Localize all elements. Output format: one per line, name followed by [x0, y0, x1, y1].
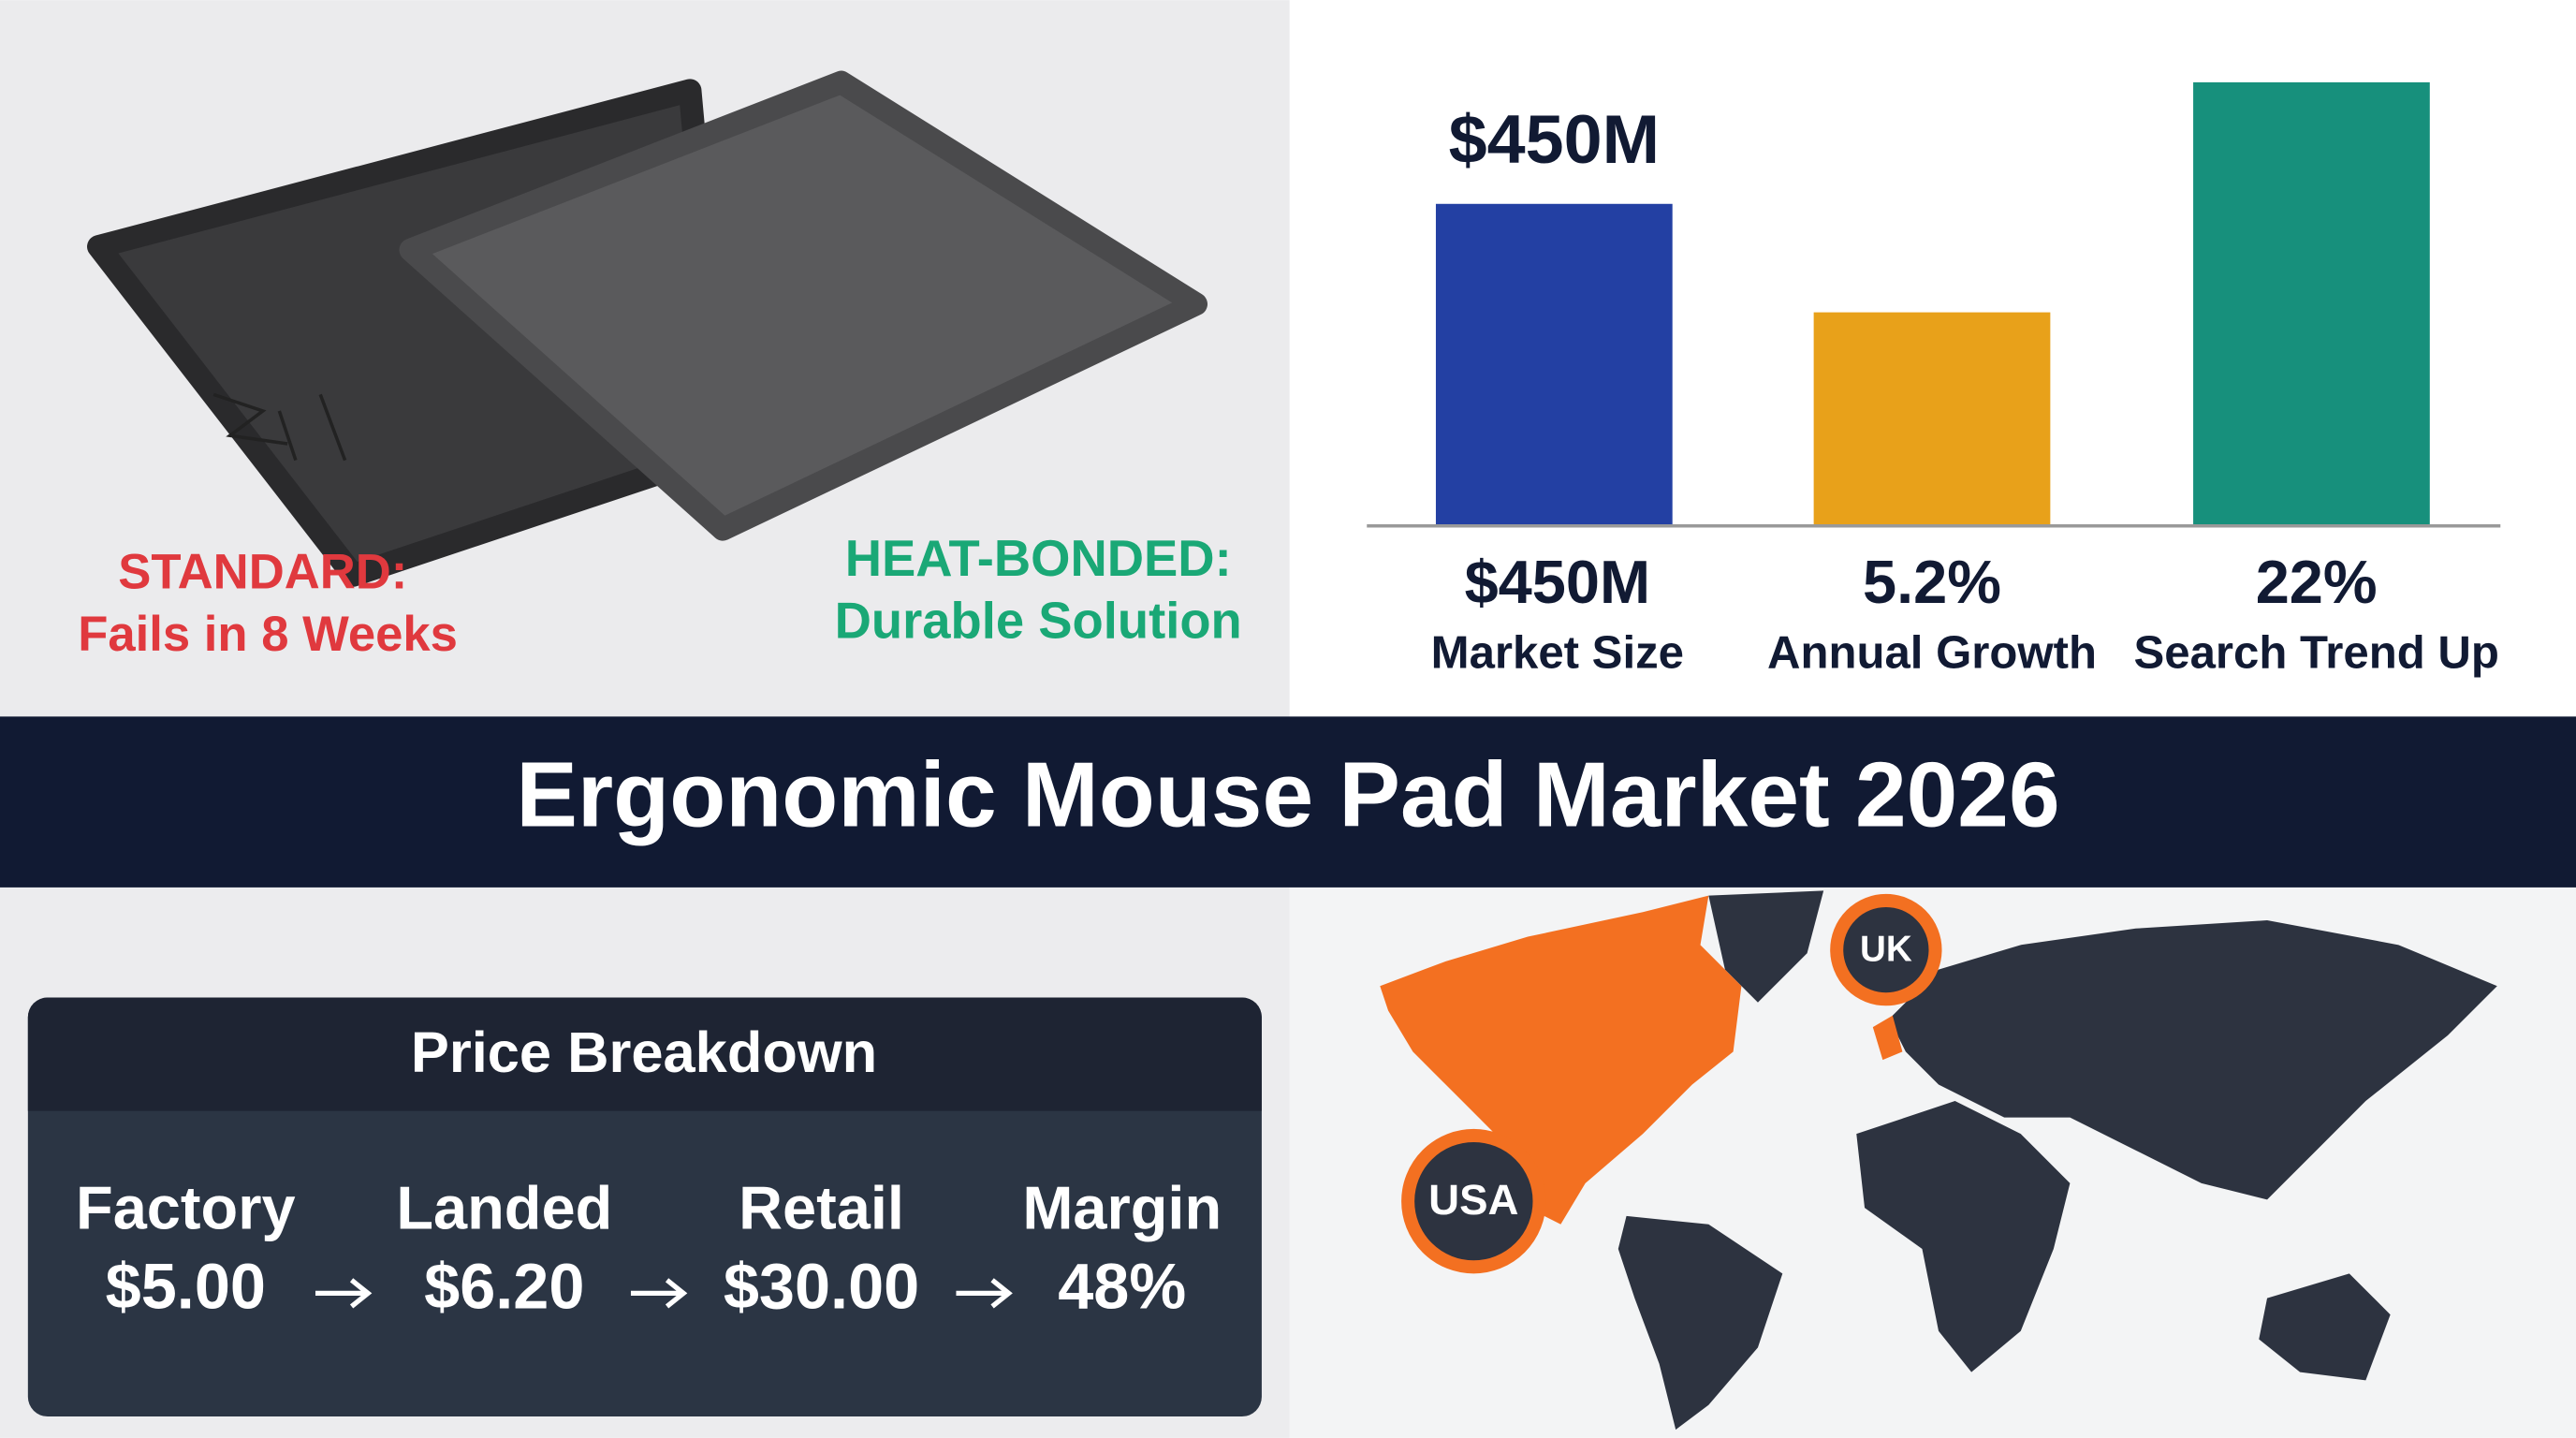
price-step-label: Margin — [1022, 1174, 1222, 1242]
price-title: Price Breakdown — [411, 1020, 877, 1085]
arrow — [956, 1278, 1013, 1309]
eurasia — [1889, 920, 2497, 1200]
standard-title: STANDARD: — [118, 544, 407, 599]
stat-label: Search Trend Up — [2133, 627, 2498, 678]
south-america — [1617, 1215, 1783, 1431]
banner — [0, 716, 2576, 888]
africa — [1856, 1101, 2071, 1372]
standard-subtitle: Fails in 8 Weeks — [78, 607, 458, 662]
stat-bar — [1813, 312, 2051, 526]
stat-bar — [1435, 203, 1673, 526]
price-step-value: $6.20 — [424, 1251, 584, 1323]
price-step-value: $5.00 — [106, 1251, 266, 1323]
north-america — [1380, 895, 1742, 1225]
stat-value: 22% — [2256, 548, 2378, 616]
stat-value: $450M — [1465, 548, 1651, 616]
stat-label: Market Size — [1431, 627, 1684, 678]
price-step-label: Retail — [739, 1174, 904, 1242]
price-step-value: 48% — [1058, 1251, 1186, 1323]
price-step-label: Landed — [396, 1174, 612, 1242]
highlight-value: $450M — [1449, 100, 1660, 178]
stat-value: 5.2% — [1863, 548, 2001, 616]
world-map — [1617, 890, 2497, 1431]
marker-label: USA — [1428, 1176, 1518, 1224]
greenland — [1708, 890, 1824, 1003]
heat-bonded-title: HEAT-BONDED: — [845, 530, 1232, 587]
marker — [1401, 1128, 1546, 1274]
price-step-value: $30.00 — [724, 1251, 919, 1323]
marker-label: UK — [1860, 930, 1912, 970]
price-step-label: Factory — [76, 1174, 296, 1242]
arrow — [315, 1278, 373, 1309]
marker — [1830, 893, 1942, 1006]
price-header — [27, 997, 1262, 1111]
heat-bonded-subtitle: Durable Solution — [835, 592, 1242, 649]
uk-land — [1872, 1015, 1903, 1061]
map-markers: UK USA — [1401, 893, 1942, 1274]
australia — [2259, 1273, 2391, 1381]
stat-label: Annual Growth — [1767, 627, 2097, 678]
heat-bonded-pad — [399, 70, 1208, 541]
fray — [212, 392, 347, 462]
price-steps: Factory $5.00 Landed $6.20 Retail $30.00 Margi… — [76, 1174, 1222, 1323]
banner-title: Ergonomic Mouse Pad Market 2026 — [516, 743, 2059, 846]
arrow — [630, 1278, 688, 1309]
stats: $450M Market Size 5.2% Annual Growth 22% Sear… — [1431, 548, 2499, 679]
stat-bar — [2193, 81, 2430, 526]
